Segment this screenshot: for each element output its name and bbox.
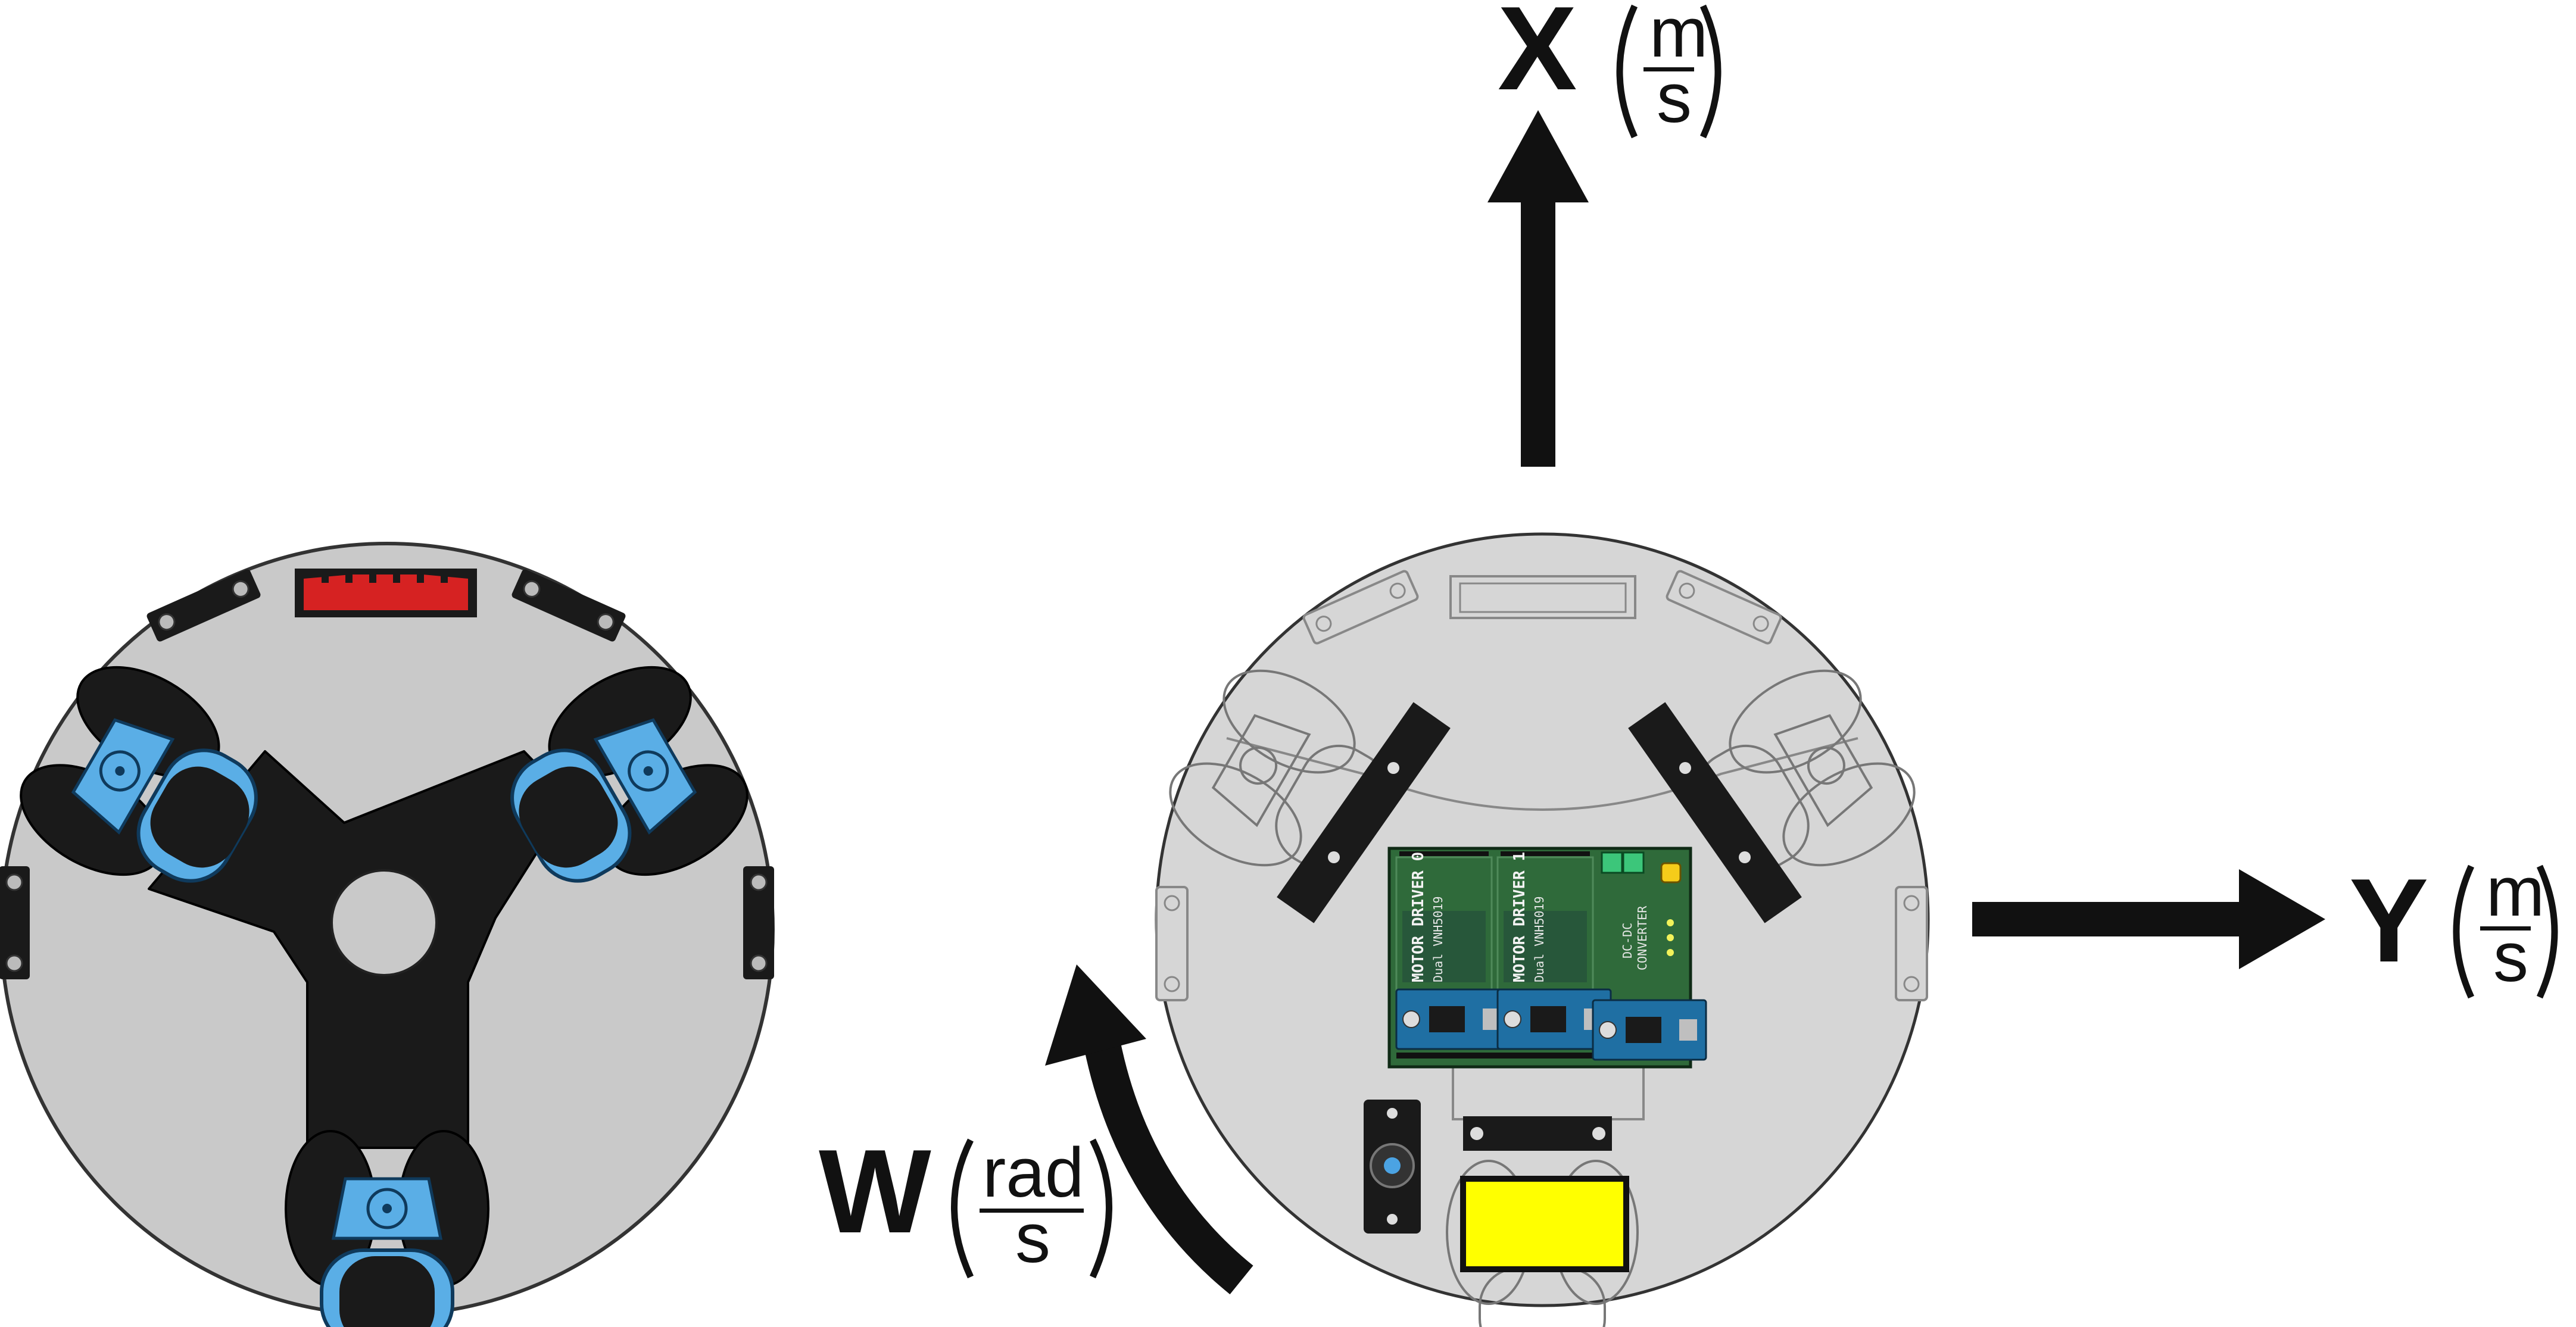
converter-label-2: CONVERTER	[1635, 906, 1649, 970]
w-paren-left	[951, 1138, 974, 1279]
w-axis-label: W rad s	[819, 1125, 1112, 1279]
w-fraction-bar	[980, 1209, 1084, 1213]
y-fraction-bar	[2480, 926, 2531, 931]
motor-driver-1-label: MOTOR DRIVER 1	[1511, 852, 1529, 982]
x-paren-left	[1616, 4, 1638, 139]
w-unit-denominator: s	[1015, 1199, 1050, 1278]
x-unit-denominator: s	[1657, 59, 1692, 138]
w-paren-right	[1089, 1138, 1112, 1279]
y-unit-numerator: m	[2486, 853, 2544, 931]
y-axis-arrow	[1972, 869, 2325, 969]
motor-driver-0-label: MOTOR DRIVER 0	[1409, 852, 1427, 982]
w-unit-numerator: rad	[983, 1134, 1084, 1212]
x-unit-numerator: m	[1649, 0, 1708, 72]
x-paren-right	[1699, 4, 1722, 139]
x-axis-label: X m s	[1498, 0, 1722, 139]
controller-pcb: MOTOR DRIVER 0 Dual VNH5019 MOTOR DRIVER…	[1387, 847, 1707, 1069]
robot-bottom-view	[0, 542, 775, 1327]
battery-pack	[1460, 1176, 1629, 1272]
power-switch	[1364, 1100, 1421, 1234]
mount-bracket-right	[742, 865, 775, 981]
x-fraction-bar	[1643, 67, 1694, 71]
y-letter: Y	[2349, 854, 2428, 987]
w-letter: W	[819, 1125, 931, 1258]
connector-outline	[1449, 575, 1636, 619]
robot-top-view: MOTOR DRIVER 0 Dual VNH5019 MOTOR DRIVER…	[1152, 532, 1933, 1327]
y-unit-denominator: s	[2493, 918, 2528, 997]
arduino-nano-1	[1395, 988, 1511, 1050]
y-paren-right	[2536, 864, 2558, 999]
lower-bracket	[1463, 1116, 1612, 1151]
center-hole	[330, 869, 438, 976]
w-rotation-arrow	[1045, 964, 1253, 1295]
red-connector	[295, 569, 477, 617]
mount-bracket-left	[0, 865, 31, 981]
motor-driver-0-sub: Dual VNH5019	[1431, 897, 1445, 983]
x-letter: X	[1498, 0, 1577, 115]
strut-left	[1277, 702, 1451, 923]
x-axis-arrow	[1487, 110, 1589, 467]
y-axis-label: Y m s	[2349, 853, 2558, 999]
strut-right	[1628, 702, 1802, 923]
converter-label-1: DC-DC	[1620, 923, 1635, 958]
motor-driver-1-sub: Dual VNH5019	[1532, 897, 1546, 983]
y-paren-left	[2453, 864, 2475, 999]
arduino-nano-3	[1592, 999, 1707, 1061]
